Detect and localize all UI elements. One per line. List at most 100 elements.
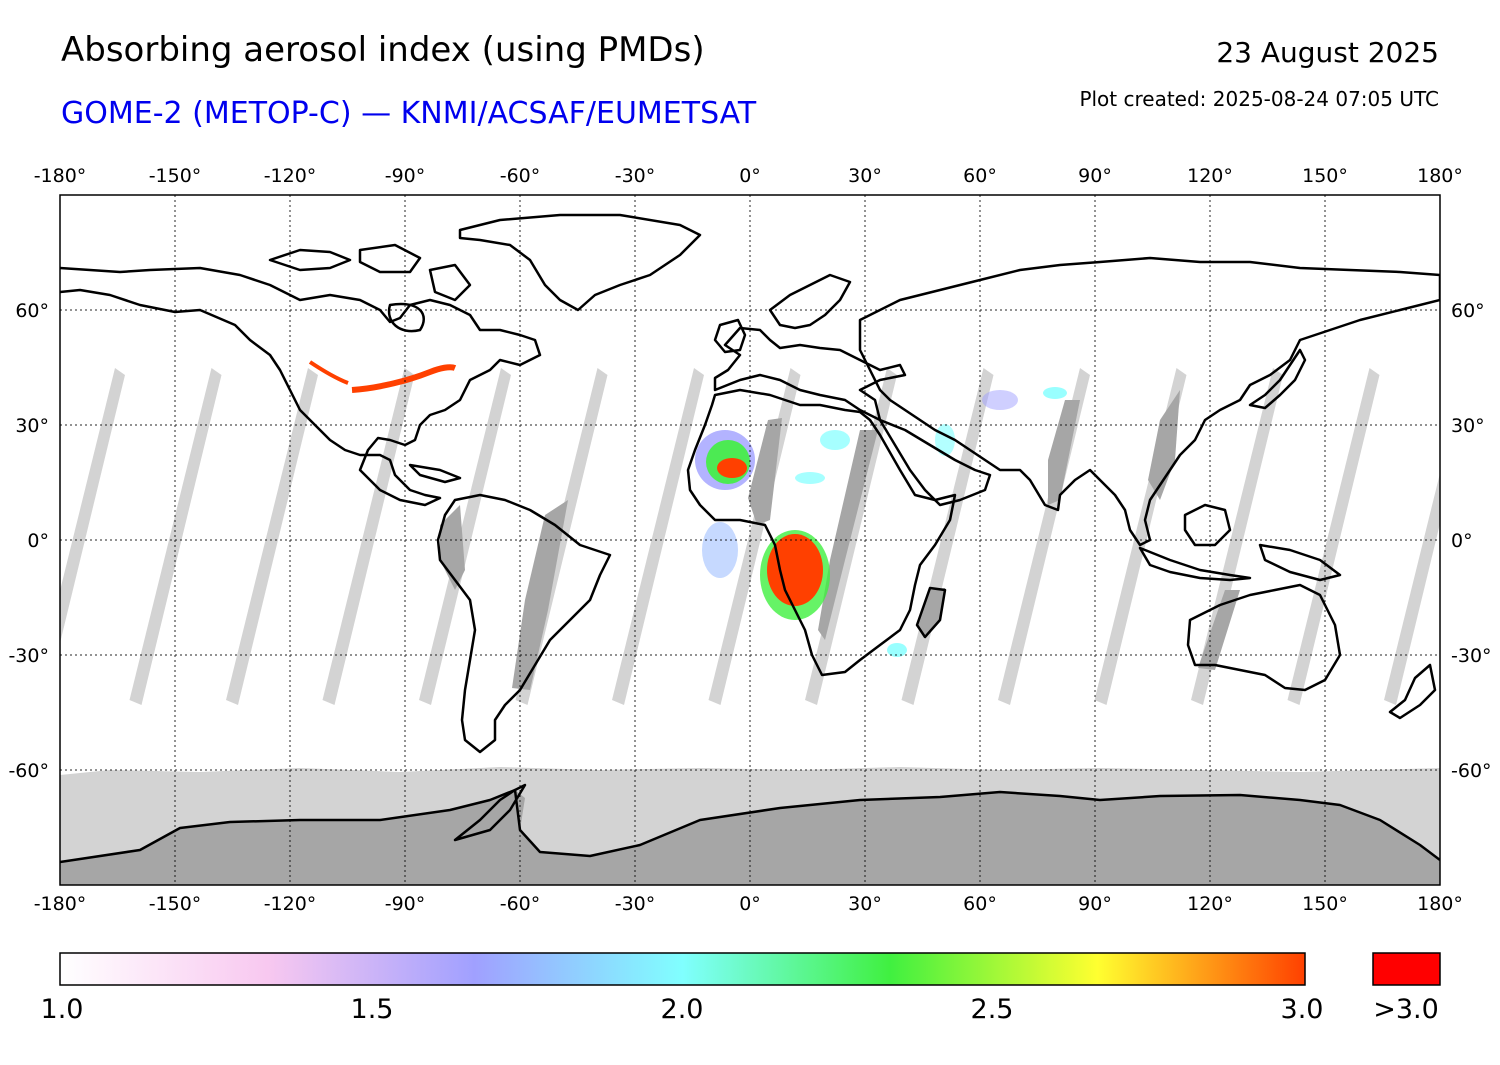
india-dark-swath	[1048, 400, 1080, 505]
new-zealand-coastline	[1388, 663, 1437, 720]
longitude-tick-label: 60°	[963, 893, 997, 915]
orbit-gap-swath	[1384, 473, 1440, 705]
latitude-tick-label: -30°	[8, 645, 49, 667]
libya-dust	[820, 430, 850, 450]
central-africa-smoke-core	[767, 534, 823, 606]
latitude-tick-label: 30°	[1451, 415, 1485, 437]
africa-coastline	[686, 388, 957, 677]
japan-coastline	[1248, 348, 1307, 410]
colorbar-label-over: >3.0	[1373, 994, 1439, 1025]
longitude-tick-label: 90°	[1078, 893, 1112, 915]
map-subtitle: GOME-2 (METOP-C) — KNMI/ACSAF/EUMETSAT	[61, 96, 757, 131]
colorbar-label-1-0: 1.0	[40, 994, 84, 1025]
longitude-labels-bottom: -180° -150° -120° -90° -60° -30° 0° 30° 60° 90° 12…	[34, 893, 1463, 915]
longitude-tick-label: -180°	[34, 893, 87, 915]
scandinavia-coastline	[768, 273, 852, 330]
longitude-tick-label: -150°	[149, 165, 202, 187]
longitude-tick-label: -30°	[615, 893, 656, 915]
latitude-tick-label: -60°	[8, 760, 49, 782]
europe-coastline	[713, 326, 907, 422]
australia-dark-swath	[1198, 590, 1240, 670]
new-guinea-coastline	[1258, 543, 1342, 582]
antarctica-coastline	[60, 788, 1440, 864]
longitude-tick-label: 150°	[1302, 165, 1348, 187]
colorbar-over-range-box	[1372, 952, 1441, 986]
longitude-tick-label: -180°	[34, 165, 87, 187]
longitude-tick-label: -90°	[385, 893, 426, 915]
latitude-labels-left: 60° 30° 0° -30° -60°	[8, 300, 49, 782]
longitude-tick-label: -60°	[500, 165, 541, 187]
gulf-guinea-aerosol	[702, 522, 738, 578]
longitude-tick-label: 60°	[963, 165, 997, 187]
chad-dust	[795, 472, 825, 484]
north-america-smoke-plume	[351, 364, 457, 393]
madagascar-coastline	[915, 586, 947, 639]
longitude-tick-label: 30°	[848, 893, 882, 915]
south-america-coastline	[436, 493, 612, 754]
orbit-gap-swath	[1287, 368, 1380, 705]
central-asia-aerosol	[1043, 387, 1067, 399]
graticule	[60, 195, 1440, 885]
orbit-gap-swath	[60, 368, 125, 644]
british-isles-coastline	[713, 318, 747, 354]
colorbar-label-1-5: 1.5	[350, 994, 394, 1025]
indonesia-coastline	[1138, 546, 1252, 582]
arctic-islands-1	[268, 248, 352, 272]
longitude-tick-label: -90°	[385, 165, 426, 187]
cuba-coastline	[408, 463, 462, 484]
longitude-tick-label: 120°	[1187, 893, 1233, 915]
latitude-tick-label: 30°	[15, 415, 49, 437]
orbit-gap-swath	[1191, 368, 1283, 705]
borneo-coastline	[1183, 503, 1232, 547]
orbit-gap-swath	[226, 368, 318, 705]
longitude-tick-label: 180°	[1417, 893, 1463, 915]
longitude-tick-label: 120°	[1187, 165, 1233, 187]
map-frame	[59, 194, 1441, 886]
orbit-gap-swath	[419, 368, 511, 705]
arctic-islands-3	[428, 263, 472, 302]
latitude-tick-label: 0°	[1451, 530, 1473, 552]
observation-date: 23 August 2025	[1216, 36, 1439, 69]
colorbar-label-3-0: 3.0	[1280, 994, 1324, 1025]
colorbar-label-2-0: 2.0	[660, 994, 704, 1025]
longitude-tick-label: -60°	[500, 893, 541, 915]
latitude-tick-label: 60°	[1451, 300, 1485, 322]
longitude-labels-top: -180° -150° -120° -90° -60° -30° 0° 30° 60° 90° 12…	[34, 165, 1463, 187]
indochina-dark-swath	[1148, 390, 1180, 500]
map-title: Absorbing aerosol index (using PMDs)	[61, 30, 705, 70]
africa-dark-swath	[818, 430, 878, 640]
madagascar-dark	[918, 588, 945, 635]
south-africa-aerosol	[887, 643, 907, 657]
longitude-tick-label: -150°	[149, 893, 202, 915]
longitude-tick-label: 30°	[848, 165, 882, 187]
asia-coastline	[858, 256, 1440, 547]
latitude-tick-label: -60°	[1451, 760, 1492, 782]
iran-aerosol	[982, 390, 1018, 410]
arctic-islands-2	[358, 243, 422, 274]
atlantic-dark-swath	[512, 500, 568, 690]
longitude-tick-label: -120°	[264, 893, 317, 915]
antarctic-peninsula-coastline	[453, 783, 527, 842]
latitude-tick-label: 0°	[27, 530, 49, 552]
longitude-tick-label: -120°	[264, 165, 317, 187]
longitude-tick-label: 0°	[739, 165, 761, 187]
latitude-labels-right: 60° 30° 0° -30° -60°	[1451, 300, 1492, 782]
longitude-tick-label: 0°	[739, 893, 761, 915]
longitude-tick-label: 90°	[1078, 165, 1112, 187]
plot-created-timestamp: Plot created: 2025-08-24 07:05 UTC	[1079, 87, 1439, 111]
longitude-tick-label: 180°	[1417, 165, 1463, 187]
orbit-gap-swath	[322, 368, 415, 705]
colorbar	[59, 952, 1306, 986]
greenland-coastline	[458, 213, 702, 312]
canada-smoke-plume	[308, 360, 349, 385]
longitude-tick-label: 150°	[1302, 893, 1348, 915]
latitude-tick-label: 60°	[15, 300, 49, 322]
sahara-dark-swath	[748, 418, 782, 525]
latitude-tick-label: -30°	[1451, 645, 1492, 667]
hudson-bay-coastline	[387, 302, 425, 333]
sahara-dust-core	[717, 458, 747, 478]
orbit-gap-swaths	[60, 368, 1440, 705]
longitude-tick-label: -30°	[615, 165, 656, 187]
colorbar-label-2-5: 2.5	[970, 994, 1014, 1025]
